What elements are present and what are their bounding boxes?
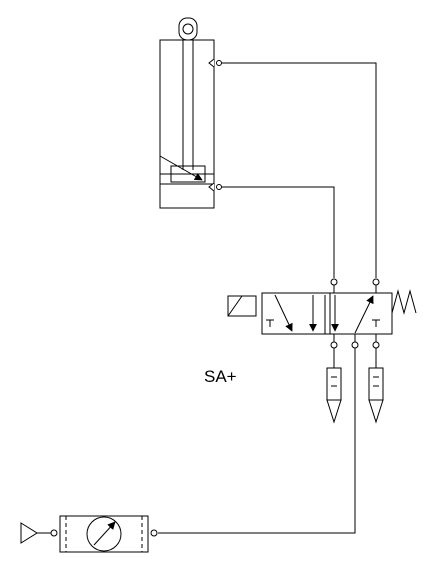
pipe-rod-end [222, 62, 377, 278]
port-icon [50, 529, 58, 537]
valve-label: SA+ [204, 367, 237, 386]
port-icon [208, 58, 215, 68]
frl-unit [37, 515, 158, 553]
port-icon [208, 182, 215, 192]
adjustable-cushion-arrow-icon [159, 155, 203, 181]
valve-position-b [329, 292, 393, 335]
solenoid-valve [227, 289, 417, 335]
valve-bottom-ports [330, 334, 380, 349]
port-icon [372, 278, 380, 286]
silencer-icon [326, 367, 342, 424]
cylinder [159, 17, 222, 209]
cylinder-barrel [159, 39, 215, 209]
solenoid-icon [227, 295, 257, 317]
spring-return-icon [391, 289, 417, 315]
valve-position-a [261, 292, 331, 335]
pipe-cap-end [222, 186, 335, 278]
port-icon [150, 529, 158, 537]
flow-arrow-icon [354, 295, 374, 334]
flow-arrow-icon [274, 294, 293, 332]
pressure-source-icon [20, 522, 38, 544]
pressure-gauge-icon [86, 516, 122, 552]
silencer-b [368, 348, 384, 424]
silencer-icon [368, 367, 384, 424]
supply-line [158, 348, 356, 534]
silencer-a [326, 348, 342, 424]
rod-eye-icon [178, 17, 198, 41]
port-icon [330, 278, 338, 286]
